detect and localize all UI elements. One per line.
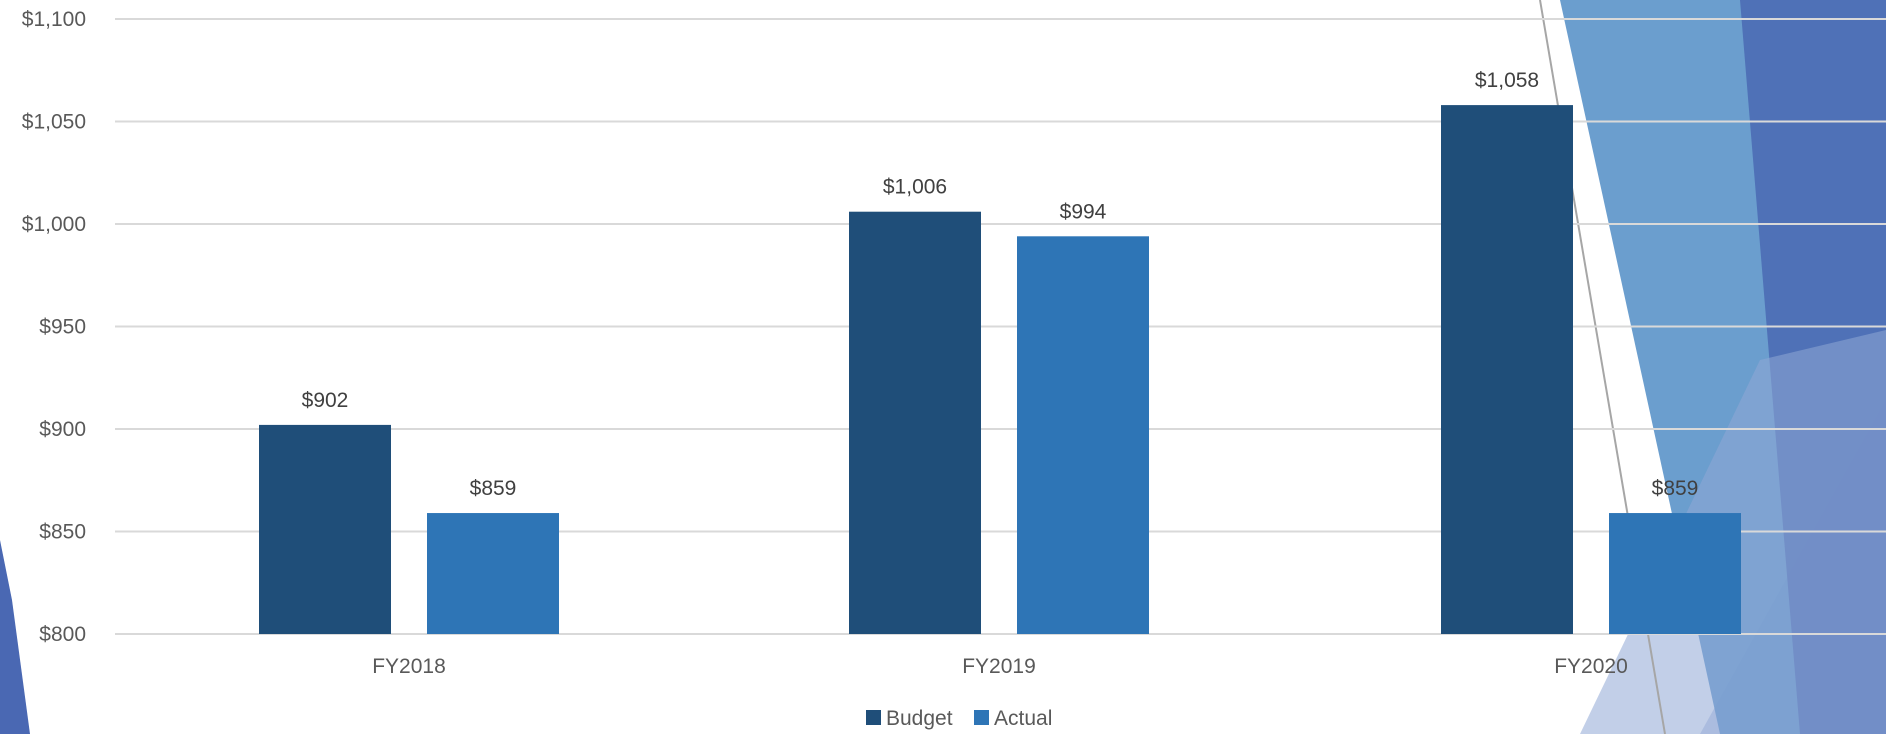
bar-actual-fy2020[interactable] — [1609, 513, 1741, 634]
y-tick-label: $800 — [39, 623, 86, 646]
data-label-budget-fy2019: $1,006 — [883, 176, 947, 199]
y-tick-label: $1,000 — [22, 213, 86, 236]
y-tick-label: $1,050 — [22, 111, 86, 134]
y-tick-label: $1,100 — [22, 8, 86, 31]
legend[interactable]: Budget Actual — [866, 707, 1052, 730]
data-labels: $902 $859 $1,006 $994 $1,058 $859 — [302, 69, 1699, 500]
bar-actual-fy2018[interactable] — [427, 513, 559, 634]
bar-budget-fy2018[interactable] — [259, 424, 391, 634]
y-tick-label: $950 — [39, 316, 86, 339]
y-tick-label: $850 — [39, 521, 86, 544]
legend-swatch-actual — [974, 710, 989, 725]
left-edge-stripe — [0, 540, 30, 734]
legend-swatch-budget — [866, 710, 881, 725]
data-label-budget-fy2018: $902 — [302, 389, 349, 412]
y-axis-tick-labels: $800 $850 $900 $950 $1,000 $1,050 $1,100 — [22, 8, 86, 646]
data-label-budget-fy2020: $1,058 — [1475, 69, 1539, 92]
legend-label-budget[interactable]: Budget — [886, 707, 953, 730]
bar-actual-fy2019[interactable] — [1017, 236, 1149, 635]
bar-budget-fy2020[interactable] — [1441, 105, 1573, 635]
bar-budget-fy2019[interactable] — [849, 211, 981, 634]
data-label-actual-fy2019: $994 — [1060, 200, 1107, 223]
bars — [259, 105, 1741, 635]
y-tick-label: $900 — [39, 418, 86, 441]
legend-label-actual[interactable]: Actual — [994, 707, 1052, 730]
x-axis-category-labels: FY2018 FY2019 FY2020 — [372, 655, 1628, 678]
category-label-fy2018: FY2018 — [372, 655, 446, 678]
data-label-actual-fy2020: $859 — [1652, 477, 1699, 500]
data-label-actual-fy2018: $859 — [470, 477, 517, 500]
category-label-fy2019: FY2019 — [962, 655, 1036, 678]
category-label-fy2020: FY2020 — [1554, 655, 1628, 678]
gridlines — [115, 18, 1886, 635]
